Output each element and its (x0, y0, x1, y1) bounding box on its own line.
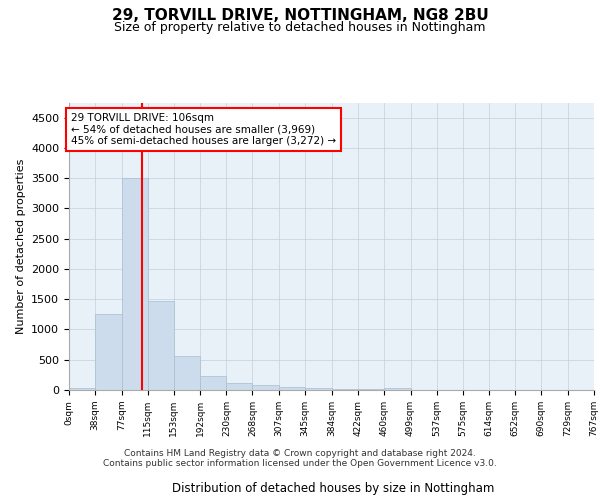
Bar (95, 314, 122, 390)
Bar (200, 376, 226, 390)
Text: 29 TORVILL DRIVE: 106sqm
← 54% of detached houses are smaller (3,969)
45% of sem: 29 TORVILL DRIVE: 106sqm ← 54% of detach… (71, 113, 336, 146)
Bar (174, 356, 200, 390)
Bar (148, 301, 174, 390)
Bar (253, 385, 279, 390)
Text: Contains HM Land Registry data © Crown copyright and database right 2024.: Contains HM Land Registry data © Crown c… (124, 448, 476, 458)
Y-axis label: Number of detached properties: Number of detached properties (16, 158, 26, 334)
Bar (305, 388, 332, 390)
Bar (69, 388, 95, 390)
Text: 29, TORVILL DRIVE, NOTTINGHAM, NG8 2BU: 29, TORVILL DRIVE, NOTTINGHAM, NG8 2BU (112, 8, 488, 22)
Bar (332, 389, 358, 390)
Bar (122, 178, 148, 390)
Text: Contains public sector information licensed under the Open Government Licence v3: Contains public sector information licen… (103, 458, 497, 468)
Bar (384, 388, 410, 390)
Bar (226, 383, 253, 390)
Text: Size of property relative to detached houses in Nottingham: Size of property relative to detached ho… (114, 21, 486, 34)
Text: Distribution of detached houses by size in Nottingham: Distribution of detached houses by size … (172, 482, 494, 495)
Bar (279, 386, 305, 390)
